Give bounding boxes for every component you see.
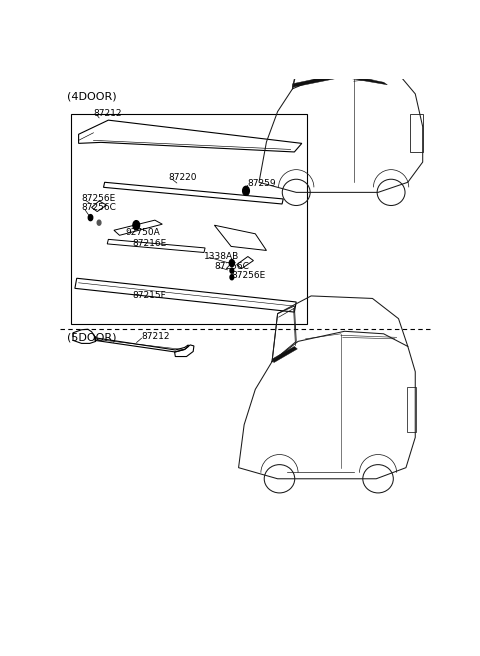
Text: 87220: 87220 [168,173,196,182]
Polygon shape [292,73,387,87]
Circle shape [230,268,234,273]
Text: (5DOOR): (5DOOR) [67,333,117,343]
Text: 87256C: 87256C [215,262,249,271]
Text: 87212: 87212 [94,109,122,117]
Text: 87259: 87259 [248,179,276,188]
Circle shape [88,215,93,220]
Text: 87256C: 87256C [82,203,117,212]
Circle shape [97,220,101,225]
Polygon shape [272,346,297,363]
Text: 1338AB: 1338AB [204,252,240,261]
Text: 87212: 87212 [142,332,170,341]
Circle shape [229,260,234,266]
Circle shape [230,275,234,279]
Text: 92750A: 92750A [125,228,160,237]
Bar [407,387,416,432]
Text: 87216E: 87216E [132,239,167,249]
Text: (4DOOR): (4DOOR) [67,91,117,101]
Bar [71,114,307,323]
Circle shape [243,186,249,195]
Circle shape [133,220,140,230]
Text: 87256E: 87256E [82,194,116,203]
Text: 87256E: 87256E [231,271,265,280]
Text: 87215F: 87215F [132,291,166,300]
Bar [410,114,423,152]
